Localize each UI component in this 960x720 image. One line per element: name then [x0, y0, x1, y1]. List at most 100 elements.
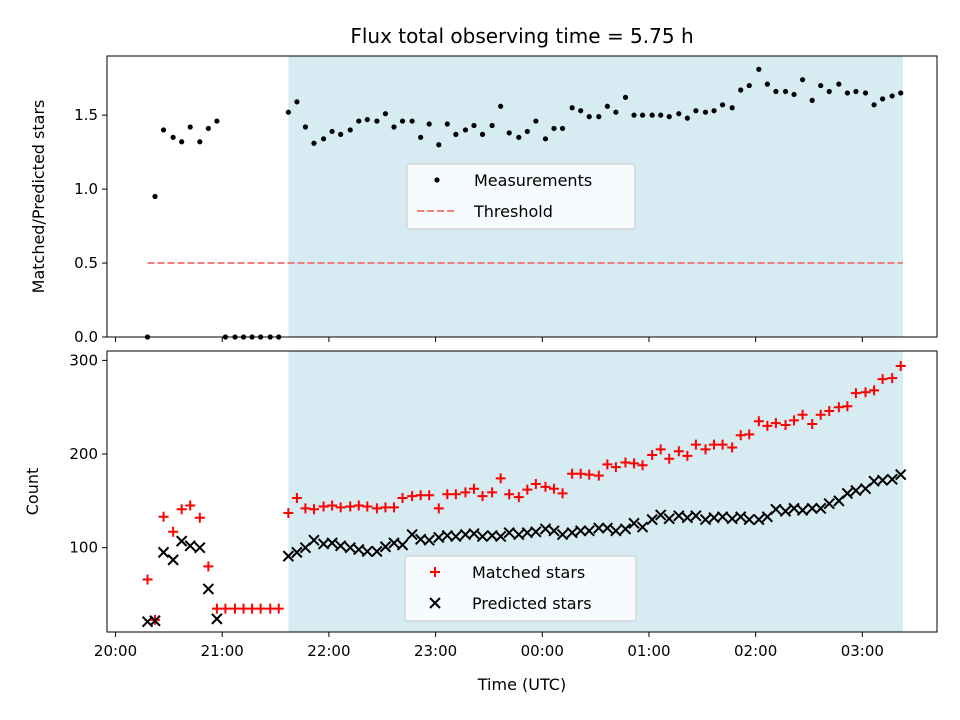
matched-point: [530, 479, 541, 490]
x-tick-label: 20:00: [94, 642, 137, 660]
measurement-point: [604, 103, 610, 109]
legend-label: Threshold: [473, 202, 553, 221]
predicted-point: [530, 526, 542, 538]
legend-marker-swatch: [430, 567, 440, 577]
measurement-point: [356, 118, 362, 124]
y-tick-label: 1.0: [74, 180, 98, 198]
matched-point: [220, 603, 231, 614]
measurement-point: [756, 66, 762, 72]
legend-marker-swatch: [434, 177, 440, 183]
measurement-point: [658, 112, 664, 118]
measurement-point: [684, 115, 690, 121]
matched-point: [300, 503, 311, 514]
matched-point: [744, 429, 755, 440]
y-tick-label: 300: [69, 351, 98, 369]
legend-box: [406, 163, 636, 230]
matched-point: [850, 388, 861, 399]
predicted-point: [690, 510, 702, 522]
measurement-point: [569, 105, 575, 111]
bottom-panel: 100 200 300 20:00 21:00 22:00 23:00 00:00 01:00…: [23, 350, 938, 694]
predicted-point: [743, 513, 755, 526]
predicted-point: [886, 473, 898, 486]
measurement-point: [551, 125, 557, 132]
legend-label: Matched stars: [472, 563, 585, 582]
measurement-point: [524, 128, 530, 135]
matched-point: [567, 468, 578, 479]
matched-point: [380, 502, 391, 513]
predicted-point: [406, 528, 418, 541]
matched-point: [283, 508, 294, 519]
predicted-point: [379, 541, 392, 553]
predicted-point: [619, 523, 632, 535]
measurement-point: [382, 111, 389, 117]
measurement-point: [462, 127, 469, 133]
matched-point: [673, 446, 684, 457]
measurement-point: [898, 90, 904, 96]
measurement-point: [170, 134, 176, 140]
matched-point: [362, 501, 373, 512]
predicted-point: [494, 530, 507, 543]
predicted-point: [770, 503, 782, 516]
matched-point: [807, 419, 818, 430]
matched-point: [487, 487, 498, 498]
matched-point: [770, 418, 781, 429]
predicted-point: [157, 546, 170, 559]
measurement-point: [409, 118, 415, 124]
measurement-point: [374, 118, 380, 124]
matched-point: [477, 491, 488, 502]
matched-point: [860, 387, 871, 398]
matched-point: [433, 503, 444, 514]
measurement-point: [533, 118, 539, 124]
matched-point: [753, 416, 764, 427]
measurement-point: [738, 87, 744, 93]
matched-point: [460, 487, 471, 498]
matched-point: [273, 603, 284, 614]
matched-point: [682, 450, 693, 461]
matched-point: [584, 469, 595, 480]
predicted-point: [423, 534, 435, 546]
matched-point: [371, 503, 382, 514]
measurement-point: [702, 109, 709, 115]
measurement-point: [596, 114, 602, 120]
measurement-point: [862, 90, 869, 96]
matched-point: [540, 481, 551, 492]
predicted-point: [566, 527, 578, 539]
top-x-ticks: [115, 337, 863, 342]
predicted-point: [468, 527, 480, 540]
predicted-point: [450, 530, 462, 543]
matched-point: [717, 439, 728, 450]
measurement-point: [338, 131, 344, 137]
matched-point: [593, 470, 604, 481]
predicted-point: [334, 540, 347, 552]
matched-point: [415, 490, 426, 501]
matched-point: [247, 603, 258, 614]
predicted-point: [574, 525, 587, 537]
measurement-point: [471, 122, 477, 129]
matched-point: [308, 504, 319, 515]
measurement-point: [639, 112, 646, 118]
matched-point: [727, 442, 738, 453]
bottom-axes-frame: [106, 350, 938, 633]
predicted-point: [371, 545, 383, 558]
measurement-point: [764, 81, 770, 87]
measurement-point: [294, 99, 300, 105]
matched-point: [602, 459, 613, 470]
matched-point: [318, 501, 329, 512]
predicted-point: [876, 474, 889, 486]
matched-point: [397, 493, 408, 504]
x-tick-label: 22:00: [307, 642, 350, 660]
predicted-point: [548, 525, 560, 537]
predicted-point: [388, 537, 400, 549]
y-tick-label: 200: [69, 445, 98, 463]
predicted-point: [291, 546, 303, 559]
matched-point: [230, 603, 241, 614]
matched-point: [789, 415, 800, 426]
measurement-point: [871, 102, 877, 108]
predicted-point: [433, 531, 445, 544]
top-y-axis: 0.0 0.5 1.0 1.5: [74, 106, 107, 346]
bottom-y-axis: 100 200 300: [69, 351, 107, 557]
matched-point: [203, 561, 214, 572]
predicted-point: [663, 512, 675, 525]
predicted-point: [211, 613, 223, 625]
predicted-point: [716, 511, 729, 523]
